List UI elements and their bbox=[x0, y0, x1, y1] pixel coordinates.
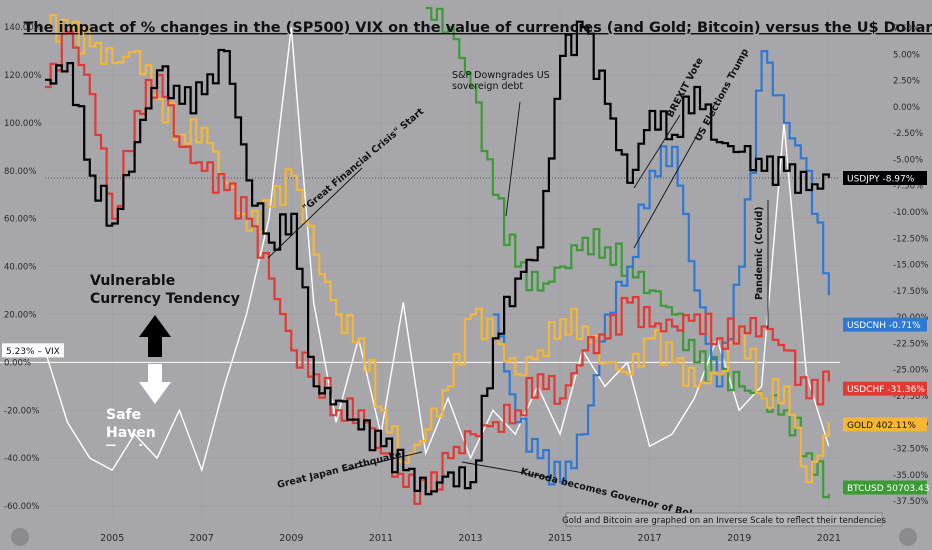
left-axis: 140.00% 120.00% 100.00% 80.00% 60.00% 40.00% 2… bbox=[4, 23, 42, 512]
right-tick-label: -10.00% bbox=[893, 208, 928, 218]
left-tick-label: 140.00% bbox=[4, 23, 42, 33]
right-tick-label: -15.00% bbox=[893, 261, 928, 271]
value-tag-label: GOLD 402.11% bbox=[847, 421, 916, 431]
right-tick-label: 0.00% bbox=[893, 103, 920, 113]
series-line-usdjpy bbox=[45, 20, 830, 496]
left-tick-label: 40.00% bbox=[4, 263, 36, 273]
right-tick-label: -12.50% bbox=[893, 234, 928, 244]
right-tick-label: -35.00% bbox=[893, 471, 928, 481]
annotation-pandemic: Pandemic (Covid) bbox=[754, 206, 765, 300]
right-tick-label: -37.50% bbox=[893, 497, 928, 507]
chart-title: The impact of % changes in the (SP500) V… bbox=[23, 20, 932, 36]
x-tick-label: 2013 bbox=[458, 533, 482, 544]
arrow-down-icon bbox=[139, 364, 171, 404]
x-tick-label: 2021 bbox=[817, 533, 841, 544]
x-tick-label: 2015 bbox=[548, 533, 572, 544]
left-tick-label: -40.00% bbox=[4, 454, 39, 464]
brexit-arrow bbox=[633, 114, 681, 189]
settings-icon[interactable] bbox=[11, 528, 29, 546]
x-tick-label: 2019 bbox=[727, 533, 751, 544]
footnote-box bbox=[565, 512, 883, 527]
arrow-up-icon bbox=[139, 315, 171, 357]
value-tag-label: USDCHF -31.36% bbox=[847, 385, 925, 395]
left-tick-label: 60.00% bbox=[4, 215, 36, 225]
right-tick-label: -32.50% bbox=[893, 445, 928, 455]
kuroda-arrow bbox=[461, 461, 553, 479]
right-tick-label: -7.50% bbox=[893, 182, 923, 192]
value-tag-btcusd bbox=[843, 480, 927, 495]
left-tick-label: 100.00% bbox=[4, 119, 42, 129]
vulnerable-wrap: Vulnerable Currency Tendency bbox=[90, 273, 240, 307]
value-tag-vix bbox=[2, 343, 64, 358]
right-tick-label: -17.50% bbox=[893, 287, 928, 297]
gfc-arrow bbox=[267, 167, 363, 259]
value-tag-usdjpy bbox=[843, 171, 927, 185]
annotation-sp-wrap: S&P Downgrades US sovereign debt bbox=[452, 70, 550, 92]
value-tag-usdchf bbox=[843, 381, 927, 396]
annotation-sp-downgrade: S&P Downgrades US sovereign debt bbox=[452, 70, 550, 92]
right-tick-label: -5.00% bbox=[893, 155, 923, 165]
series-line-usdchf bbox=[45, 30, 830, 505]
value-tag-usdcnh bbox=[843, 317, 927, 332]
right-tick-label: -22.50% bbox=[893, 339, 928, 349]
menu-icon[interactable] bbox=[899, 528, 917, 546]
left-tick-label: 120.00% bbox=[4, 71, 42, 81]
us-elections-arrow bbox=[633, 129, 701, 249]
vulnerable-currency-label: Vulnerable Currency Tendency bbox=[90, 273, 240, 307]
value-tags: USDJPY -8.97% USDCNH -0.71% USDCHF -31.36%… bbox=[2, 171, 929, 495]
safe-haven-wrap: Safe Haven Tendency bbox=[106, 407, 180, 446]
earthquake-arrow bbox=[344, 451, 423, 471]
left-tick-label: 0.00% bbox=[4, 358, 31, 368]
x-tick-label: 2011 bbox=[369, 533, 393, 544]
series-line-vix bbox=[44, 27, 830, 473]
value-tag-label: 5.23% – VIX bbox=[6, 347, 60, 357]
x-tick-label: 2017 bbox=[638, 533, 662, 544]
safe-haven-label: Safe Haven Tendency bbox=[106, 407, 180, 446]
right-tick-label: -25.00% bbox=[893, 366, 928, 376]
series-group bbox=[44, 6, 830, 505]
series-line-usdcnh bbox=[492, 50, 830, 486]
annotation-arrows bbox=[267, 101, 769, 479]
value-tag-label: USDJPY -8.97% bbox=[847, 175, 915, 185]
x-axis: 2005 2007 2009 2011 2013 2015 2017 2019 2021 bbox=[100, 533, 841, 544]
footnote: Gold and Bitcoin are graphed on an Inver… bbox=[562, 516, 886, 526]
right-tick-label: -2.50% bbox=[893, 129, 923, 139]
left-tick-label: -60.00% bbox=[4, 502, 39, 512]
left-tick-label: -20.00% bbox=[4, 406, 39, 416]
series-line-gold bbox=[45, 14, 830, 484]
value-tag-label: USDCNH -0.71% bbox=[847, 321, 921, 331]
x-tick-label: 2005 bbox=[100, 533, 124, 544]
right-tick-label: -27.50% bbox=[893, 392, 928, 402]
value-tag-gold bbox=[843, 417, 927, 432]
x-tick-label: 2007 bbox=[190, 533, 214, 544]
sp-downgrade-arrow bbox=[505, 101, 521, 217]
value-tag-label: BTCUSD 50703.43 bbox=[847, 484, 929, 494]
right-tick-label: 7.50% bbox=[893, 24, 920, 34]
right-tick-label: 2.50% bbox=[893, 77, 920, 87]
x-tick-label: 2009 bbox=[279, 533, 303, 544]
left-tick-label: 20.00% bbox=[4, 310, 36, 320]
right-tick-label: 5.00% bbox=[893, 50, 920, 60]
left-tick-label: 80.00% bbox=[4, 167, 36, 177]
